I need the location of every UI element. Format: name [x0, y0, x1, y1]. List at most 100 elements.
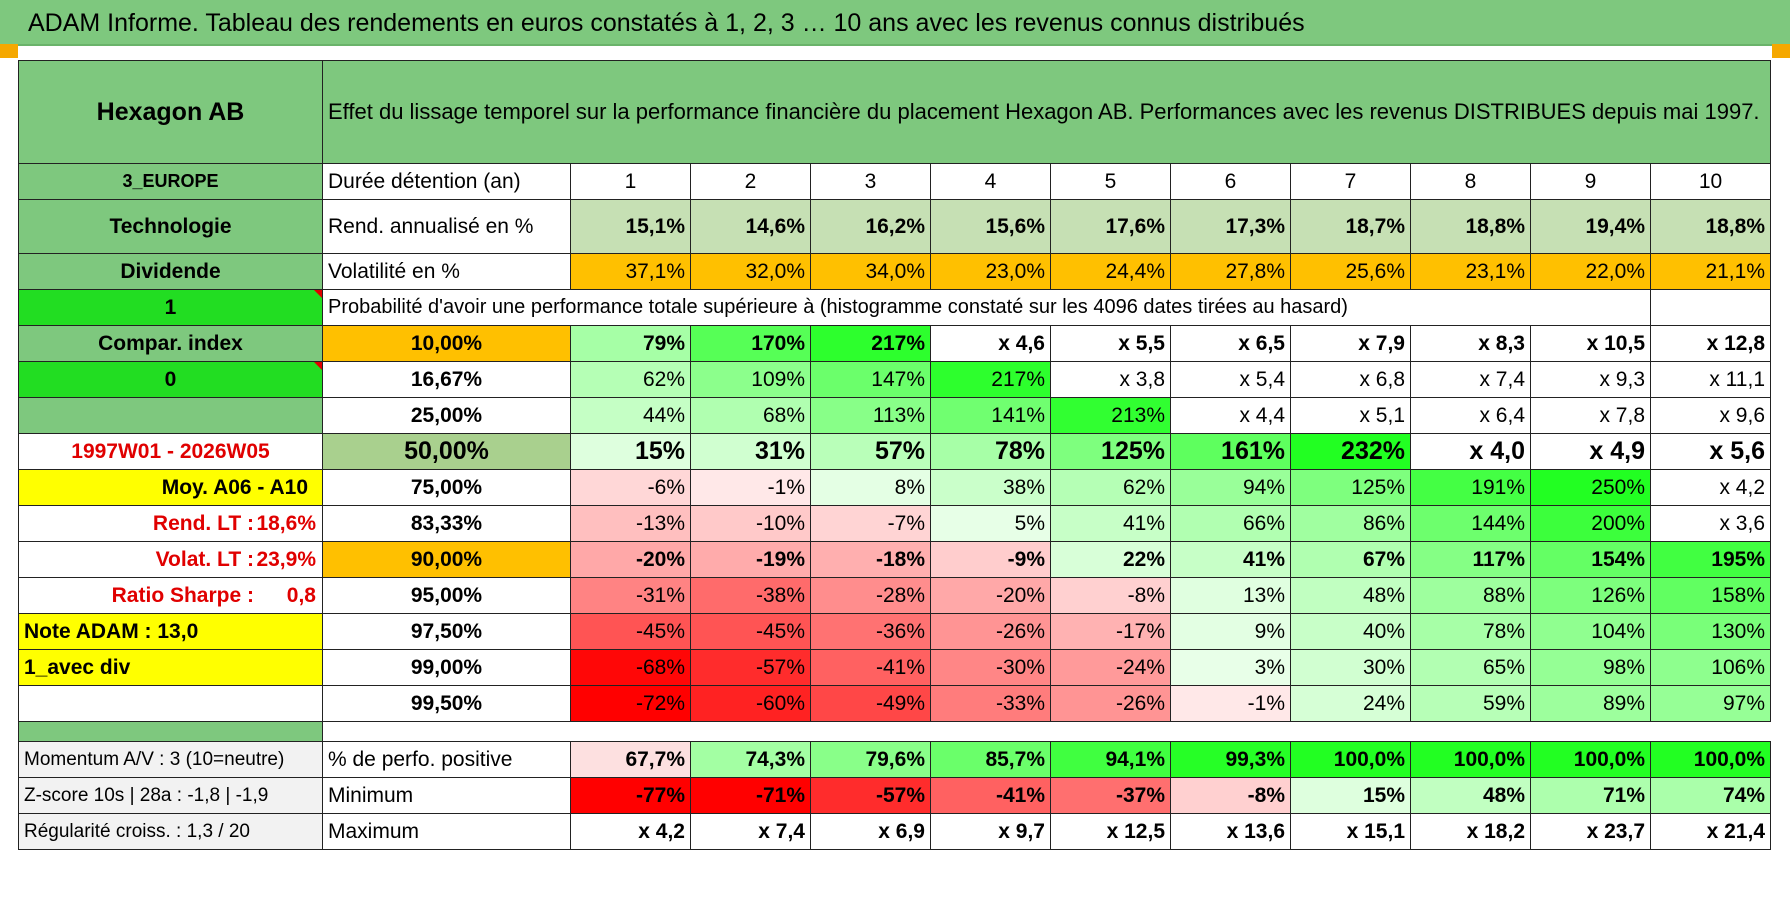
- percentile-label: 95,00%: [322, 577, 571, 614]
- positive-value: 100,0%: [1290, 741, 1411, 778]
- probability-value: x 9,6: [1650, 397, 1771, 434]
- probability-value: x 7,8: [1530, 397, 1651, 434]
- probability-value: 106%: [1650, 649, 1771, 686]
- region-label: 3_EUROPE: [18, 163, 323, 200]
- probability-row: 99,50% -72% -60% -49% -33% -26% -1% 24% 59% 89% 97…: [18, 685, 1771, 722]
- duration-row: 3_EUROPE Durée détention (an) 1 2 3 4 5 6 7 8 9 10: [18, 163, 1771, 200]
- minimum-value: 71%: [1530, 777, 1651, 814]
- minimum-row: Z-score 10s | 28a : -1,8 | -1,9 Minimum -7…: [18, 777, 1771, 814]
- probability-value: -19%: [690, 541, 811, 578]
- probability-row: 1_avec div 99,00% -68% -57% -41% -30% -24% 3% 30…: [18, 649, 1771, 686]
- probability-value: -38%: [690, 577, 811, 614]
- probability-value: -49%: [810, 685, 931, 722]
- performance-table: Hexagon AB Effet du lissage temporel sur …: [18, 60, 1771, 850]
- lt-volatility: Volat. LT :23,9%: [18, 541, 323, 578]
- positive-value: 74,3%: [690, 741, 811, 778]
- probability-value: -72%: [570, 685, 691, 722]
- positive-row: Momentum A/V : 3 (10=neutre)% de perfo. …: [18, 741, 1771, 778]
- minimum-value: 15%: [1290, 777, 1411, 814]
- lt-return-value: 18,6%: [256, 511, 316, 535]
- probability-value: 154%: [1530, 541, 1651, 578]
- probability-value: 59%: [1410, 685, 1531, 722]
- maximum-value: x 9,7: [930, 813, 1051, 850]
- probability-value: 104%: [1530, 613, 1651, 650]
- maximum-value: x 13,6: [1170, 813, 1291, 850]
- probability-value: x 4,9: [1530, 433, 1651, 470]
- volatility-value: 23,1%: [1410, 253, 1531, 290]
- minimum-value: -57%: [810, 777, 931, 814]
- probability-value: 94%: [1170, 469, 1291, 506]
- probability-value: x 8,3: [1410, 325, 1531, 362]
- year-header: 8: [1410, 163, 1531, 200]
- probability-value: x 5,4: [1170, 361, 1291, 398]
- probability-value: -36%: [810, 613, 931, 650]
- probability-value: 44%: [570, 397, 691, 434]
- probability-value: 22%: [1050, 541, 1171, 578]
- probability-value: -68%: [570, 649, 691, 686]
- return-value: 19,4%: [1530, 199, 1651, 254]
- compar-label: Compar. index: [18, 325, 323, 362]
- probability-value: -20%: [570, 541, 691, 578]
- minimum-value: -8%: [1170, 777, 1291, 814]
- maximum-value: x 23,7: [1530, 813, 1651, 850]
- percentile-label: 83,33%: [322, 505, 571, 542]
- probability-row: 1997W01 - 2026W05 50,00% 15% 31% 57% 78% 125% 1…: [18, 433, 1771, 470]
- maximum-value: x 6,9: [810, 813, 931, 850]
- probability-value: 62%: [1050, 469, 1171, 506]
- maximum-value: x 18,2: [1410, 813, 1531, 850]
- return-value: 15,1%: [570, 199, 691, 254]
- minimum-value: -37%: [1050, 777, 1171, 814]
- return-value: 16,2%: [810, 199, 931, 254]
- volatility-label: Volatilité en %: [322, 253, 571, 290]
- probability-value: 31%: [690, 433, 811, 470]
- return-value: 18,8%: [1650, 199, 1771, 254]
- probability-value: x 4,6: [930, 325, 1051, 362]
- probability-value: 97%: [1650, 685, 1771, 722]
- maximum-value: x 12,5: [1050, 813, 1171, 850]
- year-header: 9: [1530, 163, 1651, 200]
- percentile-label: 50,00%: [322, 433, 571, 470]
- probability-value: 30%: [1290, 649, 1411, 686]
- probability-value: x 4,0: [1410, 433, 1531, 470]
- blank-label: [18, 397, 323, 434]
- spacer-green: [18, 721, 323, 742]
- probability-value: 3%: [1170, 649, 1291, 686]
- income-label: Dividende: [18, 253, 323, 290]
- header-row: Hexagon AB Effet du lissage temporel sur …: [18, 60, 1771, 164]
- probability-value: 40%: [1290, 613, 1411, 650]
- probability-value: x 3,8: [1050, 361, 1171, 398]
- period-label: 1997W01 - 2026W05: [18, 433, 323, 470]
- return-value: 14,6%: [690, 199, 811, 254]
- percentile-label: 99,00%: [322, 649, 571, 686]
- regularity-label: Régularité croiss. : 1,3 / 20: [18, 813, 323, 850]
- probability-row: Volat. LT :23,9% 90,00% -20% -19% -18% -9% 22%…: [18, 541, 1771, 578]
- positive-value: 67,7%: [570, 741, 691, 778]
- probability-value: x 4,4: [1170, 397, 1291, 434]
- percentile-label: 75,00%: [322, 469, 571, 506]
- probability-value: 213%: [1050, 397, 1171, 434]
- probability-value: 113%: [810, 397, 931, 434]
- flag-one: 1: [18, 289, 323, 326]
- return-row: Technologie Rend. annualisé en % 15,1% 14,6…: [18, 199, 1771, 254]
- probability-label: Probabilité d'avoir une performance tota…: [322, 289, 1651, 326]
- probability-value: 195%: [1650, 541, 1771, 578]
- probability-value: 24%: [1290, 685, 1411, 722]
- probability-value: 86%: [1290, 505, 1411, 542]
- sharpe-ratio-label: Ratio Sharpe :: [111, 583, 254, 607]
- maximum-value: x 4,2: [570, 813, 691, 850]
- spacer-row: [18, 721, 1771, 742]
- year-header: 2: [690, 163, 811, 200]
- probability-value: -10%: [690, 505, 811, 542]
- probability-value: 200%: [1530, 505, 1651, 542]
- volatility-value: 25,6%: [1290, 253, 1411, 290]
- probability-value: -7%: [810, 505, 931, 542]
- lt-volatility-value: 23,9%: [256, 547, 316, 571]
- positive-value: 100,0%: [1650, 741, 1771, 778]
- probability-value: x 9,3: [1530, 361, 1651, 398]
- probability-value: 15%: [570, 433, 691, 470]
- probability-value: x 4,2: [1650, 469, 1771, 506]
- report-title-banner: ADAM Informe. Tableau des rendements en …: [0, 0, 1790, 46]
- positive-value: 79,6%: [810, 741, 931, 778]
- percentile-label: 97,50%: [322, 613, 571, 650]
- probability-value: -6%: [570, 469, 691, 506]
